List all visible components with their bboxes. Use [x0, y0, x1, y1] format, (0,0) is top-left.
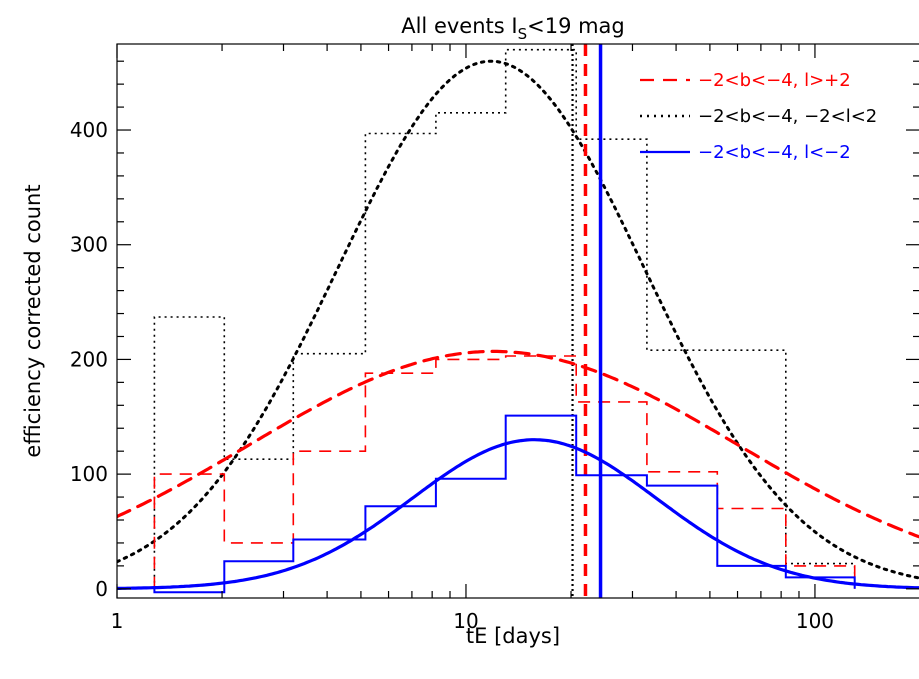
chart-title-subscript: S	[518, 25, 528, 43]
x-tick-label: 1	[111, 609, 124, 633]
histogram-line	[153, 48, 856, 589]
x-axis-title: tE [days]	[466, 624, 560, 648]
x-tick-label: 10	[453, 609, 478, 633]
legend-item: −2<b<−4, l>+2	[640, 70, 851, 91]
fit-curve	[117, 349, 919, 539]
legend-item: −2<b<−4, l<−2	[640, 142, 851, 163]
fit-curve	[117, 59, 919, 580]
legend-label: −2<b<−4, −2<l<2	[698, 106, 877, 127]
y-tick-label: 200	[70, 347, 108, 371]
series-solid	[117, 44, 919, 598]
chart-title-suffix: <19 mag	[527, 14, 625, 38]
legend-label: −2<b<−4, l>+2	[698, 70, 851, 91]
chart-title: All events IS<19 mag	[401, 14, 625, 43]
y-tick-label: 400	[70, 118, 108, 142]
plot-area	[117, 44, 919, 598]
legend-item: −2<b<−4, −2<l<2	[640, 106, 877, 127]
plot-frame	[116, 43, 919, 599]
tick-labels: 1 10 100 0 100 200 300 400	[70, 118, 834, 633]
y-tick-label: 300	[70, 233, 108, 257]
chart-title-main: All events I	[401, 14, 517, 38]
legend: −2<b<−4, l>+2 −2<b<−4, −2<l<2 −2<b<−4, l<−…	[640, 70, 877, 163]
histogram-line	[153, 414, 856, 594]
axis-ticks	[116, 44, 919, 598]
histogram-line	[153, 355, 856, 589]
x-tick-label: 100	[796, 609, 834, 633]
y-tick-label: 100	[70, 462, 108, 486]
y-axis-title: efficiency corrected count	[21, 184, 45, 457]
series-dotted	[117, 44, 919, 598]
fit-curve	[117, 438, 919, 590]
series-dashed	[117, 44, 919, 598]
legend-label: −2<b<−4, l<−2	[698, 142, 851, 163]
y-tick-label: 0	[95, 577, 108, 601]
